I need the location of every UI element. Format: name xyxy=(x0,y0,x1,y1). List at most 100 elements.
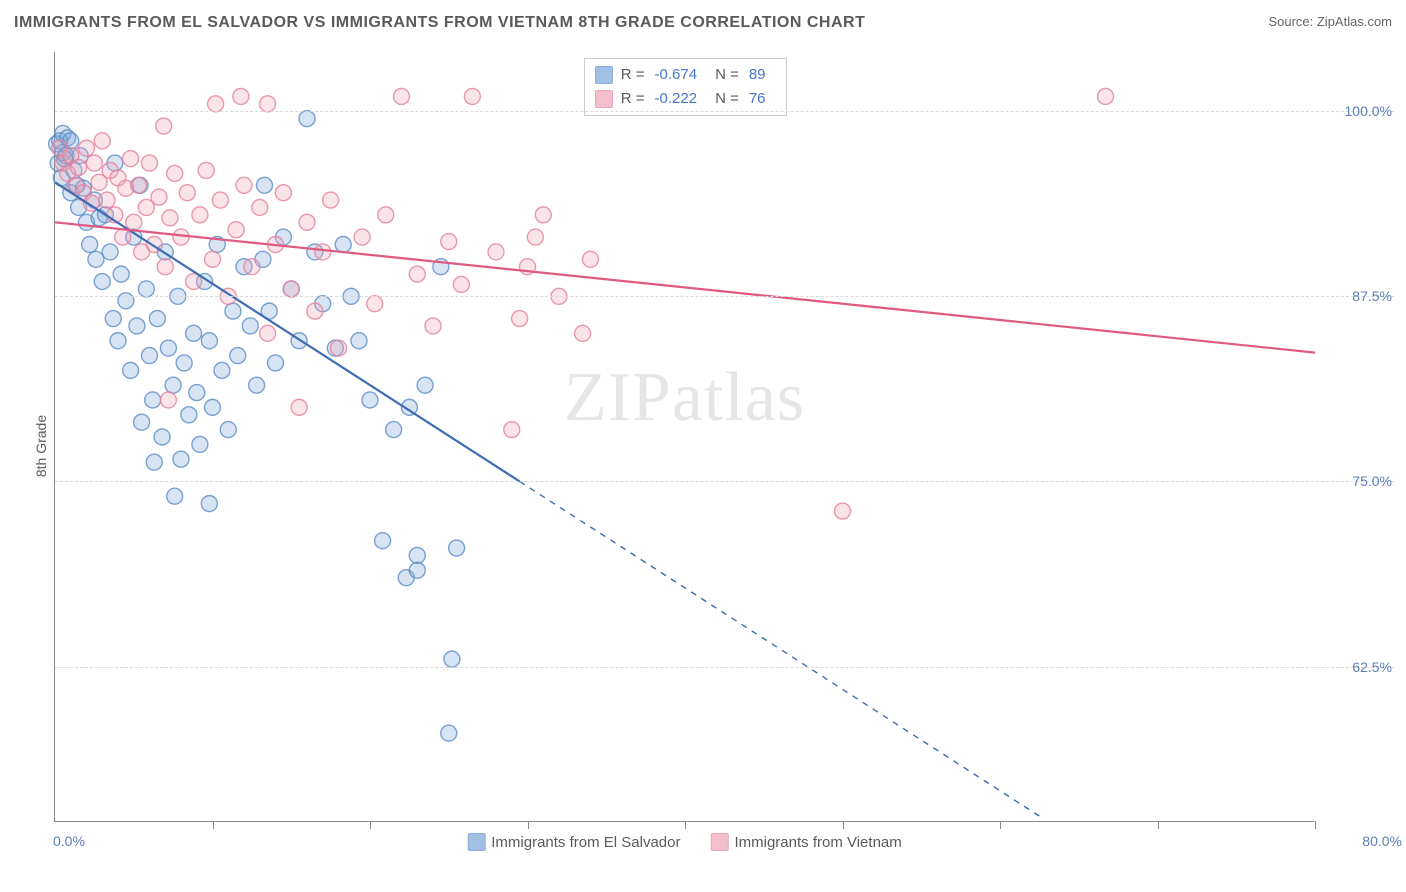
correlation-legend: R = -0.674 N = 89 R = -0.222 N = 76 xyxy=(584,58,787,116)
x-tick xyxy=(370,821,371,829)
y-axis-label: 8th Grade xyxy=(33,415,49,477)
data-point xyxy=(79,140,95,156)
data-point xyxy=(138,281,154,297)
data-point xyxy=(386,422,402,438)
data-point xyxy=(214,362,230,378)
data-point xyxy=(113,266,129,282)
data-point xyxy=(367,296,383,312)
data-point xyxy=(151,189,167,205)
data-point xyxy=(142,348,158,364)
data-point xyxy=(165,377,181,393)
data-point xyxy=(94,274,110,290)
data-point xyxy=(409,562,425,578)
x-tick xyxy=(213,821,214,829)
data-point xyxy=(283,281,299,297)
data-point xyxy=(575,325,591,341)
data-point xyxy=(268,355,284,371)
data-point xyxy=(512,311,528,327)
swatch-vietnam-icon xyxy=(710,833,728,851)
x-tick xyxy=(1000,821,1001,829)
data-point xyxy=(212,192,228,208)
data-point xyxy=(1098,88,1114,104)
data-point xyxy=(409,547,425,563)
x-tick xyxy=(843,821,844,829)
data-point xyxy=(331,340,347,356)
data-point xyxy=(71,160,87,176)
data-point xyxy=(244,259,260,275)
data-point xyxy=(145,392,161,408)
data-point xyxy=(275,185,291,201)
legend-item-el-salvador: Immigrants from El Salvador xyxy=(467,833,680,851)
data-point xyxy=(208,96,224,112)
data-point xyxy=(123,362,139,378)
data-point xyxy=(378,207,394,223)
y-tick-label: 87.5% xyxy=(1322,288,1392,304)
data-point xyxy=(242,318,258,334)
data-point xyxy=(130,177,146,193)
data-point xyxy=(535,207,551,223)
data-point xyxy=(156,118,172,134)
data-point xyxy=(154,429,170,445)
data-point xyxy=(129,318,145,334)
data-point xyxy=(205,251,221,267)
data-point xyxy=(86,155,102,171)
data-point xyxy=(105,311,121,327)
data-point xyxy=(228,222,244,238)
data-point xyxy=(162,210,178,226)
data-point xyxy=(205,399,221,415)
data-point xyxy=(233,88,249,104)
data-point xyxy=(441,234,457,250)
data-point xyxy=(409,266,425,282)
legend-label-el-salvador: Immigrants from El Salvador xyxy=(491,834,680,851)
data-point xyxy=(176,355,192,371)
data-point xyxy=(173,229,189,245)
data-point xyxy=(118,293,134,309)
legend-label-vietnam: Immigrants from Vietnam xyxy=(734,834,901,851)
data-point xyxy=(198,162,214,178)
data-point xyxy=(417,377,433,393)
swatch-vietnam-icon xyxy=(595,90,613,108)
data-point xyxy=(291,399,307,415)
data-point xyxy=(220,422,236,438)
trend-line-extrapolated xyxy=(520,481,1040,816)
data-point xyxy=(160,392,176,408)
data-point xyxy=(362,392,378,408)
data-point xyxy=(260,325,276,341)
data-point xyxy=(157,259,173,275)
data-point xyxy=(488,244,504,260)
data-point xyxy=(375,533,391,549)
data-point xyxy=(299,111,315,127)
data-point xyxy=(179,185,195,201)
data-point xyxy=(351,333,367,349)
data-point xyxy=(449,540,465,556)
data-point xyxy=(110,333,126,349)
data-point xyxy=(225,303,241,319)
y-tick-label: 100.0% xyxy=(1322,103,1392,119)
data-point xyxy=(82,237,98,253)
data-point xyxy=(252,199,268,215)
x-axis-min-label: 0.0% xyxy=(53,833,85,849)
gridline xyxy=(55,111,1394,112)
data-point xyxy=(354,229,370,245)
data-point xyxy=(181,407,197,423)
data-point xyxy=(527,229,543,245)
data-point xyxy=(236,177,252,193)
data-point xyxy=(160,340,176,356)
x-tick xyxy=(1315,821,1316,829)
data-point xyxy=(464,88,480,104)
chart-title: IMMIGRANTS FROM EL SALVADOR VS IMMIGRANT… xyxy=(14,14,865,31)
data-point xyxy=(201,496,217,512)
data-point xyxy=(192,436,208,452)
data-point xyxy=(99,192,115,208)
data-point xyxy=(146,454,162,470)
source-label: Source: ZipAtlas.com xyxy=(1268,14,1392,29)
data-point xyxy=(315,244,331,260)
data-point xyxy=(94,133,110,149)
x-tick xyxy=(528,821,529,829)
data-point xyxy=(126,214,142,230)
data-point xyxy=(444,651,460,667)
data-point xyxy=(149,311,165,327)
legend-item-vietnam: Immigrants from Vietnam xyxy=(710,833,901,851)
data-point xyxy=(189,385,205,401)
data-point xyxy=(453,276,469,292)
